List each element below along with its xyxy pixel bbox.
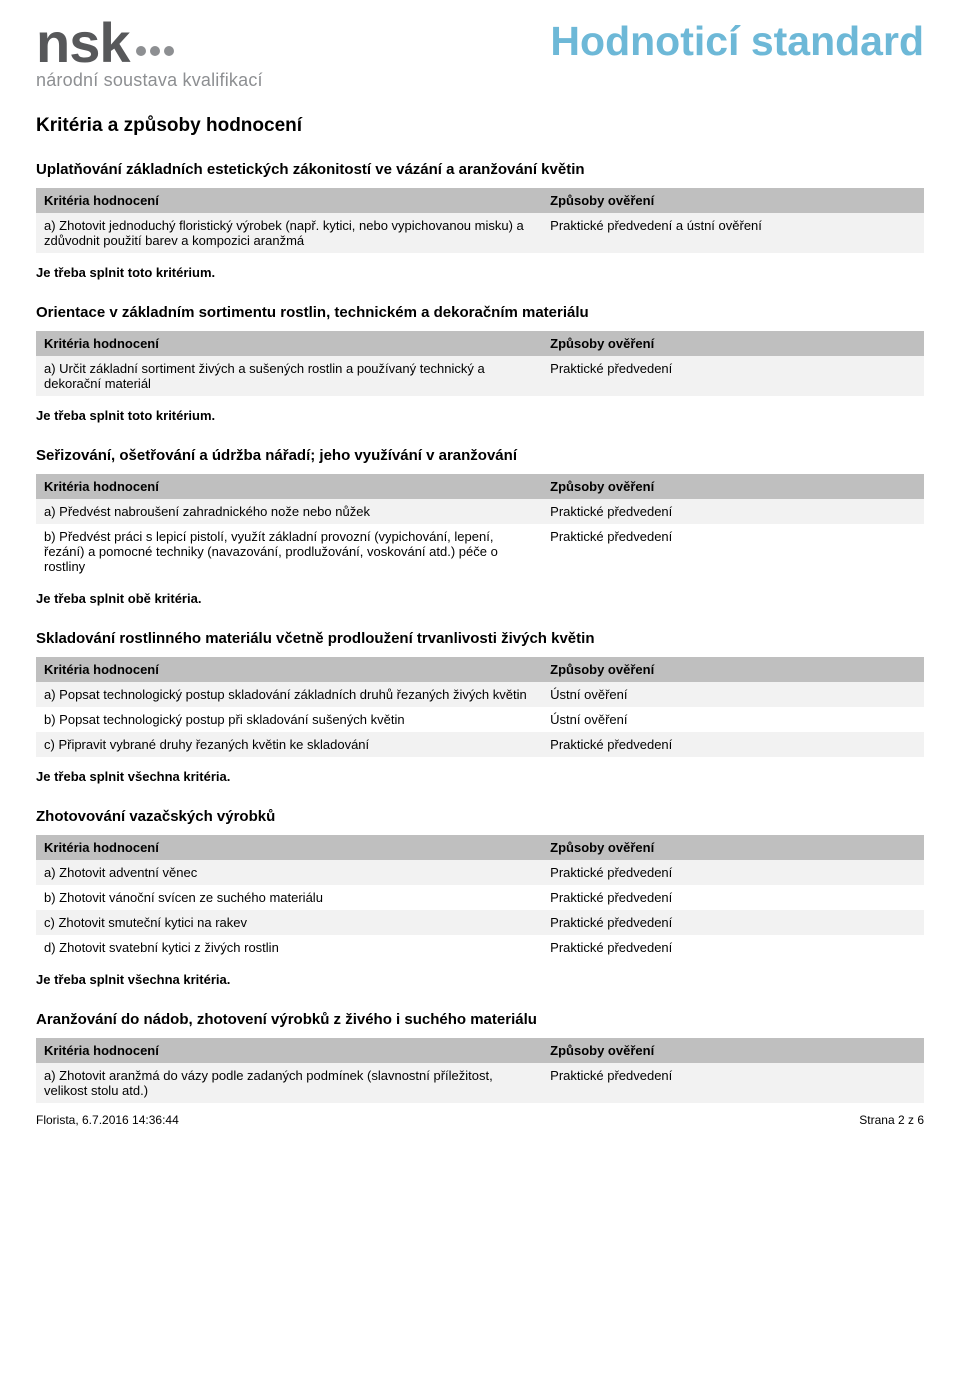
criteria-cell: d) Zhotovit svatební kytici z živých ros… [36,935,542,960]
section-note: Je třeba splnit obě kritéria. [36,591,924,606]
table-header-left: Kritéria hodnocení [36,657,542,682]
table-row: b) Zhotovit vánoční svícen ze suchého ma… [36,885,924,910]
criteria-table: Kritéria hodnoceníZpůsoby ověřenía) Zhot… [36,188,924,253]
table-header-left: Kritéria hodnocení [36,474,542,499]
table-row: d) Zhotovit svatební kytici z živých ros… [36,935,924,960]
footer: Florista, 6.7.2016 14:36:44 Strana 2 z 6 [36,1111,924,1127]
method-cell: Praktické předvedení [542,499,924,524]
method-cell: Praktické předvedení [542,524,924,579]
table-row: a) Předvést nabroušení zahradnického nož… [36,499,924,524]
footer-left: Florista, 6.7.2016 14:36:44 [36,1113,179,1127]
method-cell: Praktické předvedení [542,1063,924,1103]
table-row: a) Určit základní sortiment živých a suš… [36,356,924,396]
table-header-left: Kritéria hodnocení [36,331,542,356]
method-cell: Praktické předvedení [542,356,924,396]
criteria-cell: a) Předvést nabroušení zahradnického nož… [36,499,542,524]
method-cell: Praktické předvedení a ústní ověření [542,213,924,253]
header: nsk národní soustava kvalifikací Hodnoti… [36,18,924,91]
main-heading: Kritéria a způsoby hodnocení [36,115,924,137]
table-row: a) Zhotovit aranžmá do vázy podle zadaný… [36,1063,924,1103]
criteria-cell: c) Zhotovit smuteční kytici na rakev [36,910,542,935]
table-header-left: Kritéria hodnocení [36,188,542,213]
logo-text: nsk [36,18,130,68]
section-title: Orientace v základním sortimentu rostlin… [36,304,924,321]
criteria-cell: c) Připravit vybrané druhy řezaných květ… [36,732,542,757]
criteria-cell: a) Zhotovit adventní věnec [36,860,542,885]
table-header-right: Způsoby ověření [542,657,924,682]
method-cell: Praktické předvedení [542,885,924,910]
method-cell: Ústní ověření [542,682,924,707]
section-note: Je třeba splnit všechna kritéria. [36,972,924,987]
section-title: Aranžování do nádob, zhotovení výrobků z… [36,1011,924,1028]
table-header-left: Kritéria hodnocení [36,1038,542,1063]
method-cell: Praktické předvedení [542,860,924,885]
method-cell: Praktické předvedení [542,910,924,935]
criteria-cell: b) Předvést práci s lepicí pistolí, využ… [36,524,542,579]
logo: nsk národní soustava kvalifikací [36,18,263,91]
table-row: c) Připravit vybrané druhy řezaných květ… [36,732,924,757]
footer-right: Strana 2 z 6 [859,1113,924,1127]
section-title: Skladování rostlinného materiálu včetně … [36,630,924,647]
criteria-table: Kritéria hodnoceníZpůsoby ověřenía) Zhot… [36,1038,924,1103]
section-title: Seřizování, ošetřování a údržba nářadí; … [36,447,924,464]
section-note: Je třeba splnit všechna kritéria. [36,769,924,784]
method-cell: Praktické předvedení [542,732,924,757]
criteria-cell: a) Zhotovit jednoduchý floristický výrob… [36,213,542,253]
section-title: Uplatňování základních estetických zákon… [36,161,924,178]
table-header-right: Způsoby ověření [542,474,924,499]
criteria-cell: a) Popsat technologický postup skladován… [36,682,542,707]
criteria-table: Kritéria hodnoceníZpůsoby ověřenía) Pops… [36,657,924,757]
method-cell: Praktické předvedení [542,935,924,960]
section-title: Zhotovování vazačských výrobků [36,808,924,825]
table-header-right: Způsoby ověření [542,835,924,860]
table-header-right: Způsoby ověření [542,331,924,356]
criteria-table: Kritéria hodnoceníZpůsoby ověřenía) Urči… [36,331,924,396]
section-note: Je třeba splnit toto kritérium. [36,408,924,423]
table-row: b) Předvést práci s lepicí pistolí, využ… [36,524,924,579]
table-row: a) Popsat technologický postup skladován… [36,682,924,707]
logo-subtitle: národní soustava kvalifikací [36,70,263,91]
criteria-cell: b) Zhotovit vánoční svícen ze suchého ma… [36,885,542,910]
section-note: Je třeba splnit toto kritérium. [36,265,924,280]
method-cell: Ústní ověření [542,707,924,732]
table-header-right: Způsoby ověření [542,188,924,213]
criteria-cell: b) Popsat technologický postup při sklad… [36,707,542,732]
table-header-right: Způsoby ověření [542,1038,924,1063]
table-header-left: Kritéria hodnocení [36,835,542,860]
table-row: a) Zhotovit jednoduchý floristický výrob… [36,213,924,253]
table-row: b) Popsat technologický postup při sklad… [36,707,924,732]
criteria-table: Kritéria hodnoceníZpůsoby ověřenía) Zhot… [36,835,924,960]
criteria-cell: a) Zhotovit aranžmá do vázy podle zadaný… [36,1063,542,1103]
criteria-table: Kritéria hodnoceníZpůsoby ověřenía) Před… [36,474,924,579]
table-row: c) Zhotovit smuteční kytici na rakevPrak… [36,910,924,935]
table-row: a) Zhotovit adventní věnecPraktické před… [36,860,924,885]
page-title: Hodnoticí standard [550,18,924,65]
logo-dots-icon [136,46,174,56]
criteria-cell: a) Určit základní sortiment živých a suš… [36,356,542,396]
